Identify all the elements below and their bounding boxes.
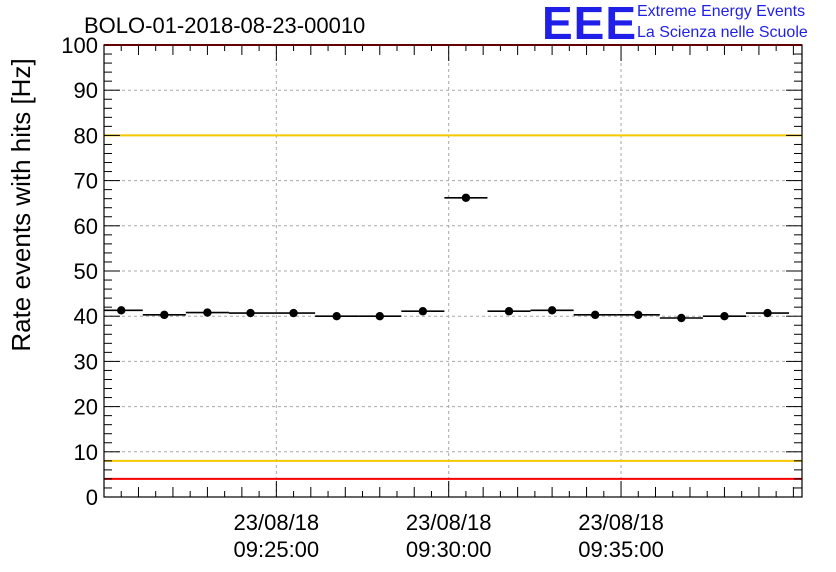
x-tick-date: 23/08/18 bbox=[234, 510, 320, 535]
run-title: BOLO-01-2018-08-23-00010 bbox=[84, 13, 365, 38]
data-point bbox=[117, 306, 126, 315]
x-tick-labels: 23/08/1809:25:0023/08/1809:30:0023/08/18… bbox=[234, 510, 664, 562]
y-tick-label: 50 bbox=[74, 259, 98, 284]
x-tick-date: 23/08/18 bbox=[406, 510, 492, 535]
y-tick-label: 60 bbox=[74, 214, 98, 239]
data-point bbox=[677, 313, 686, 323]
y-axis-title: Rate events with hits [Hz] bbox=[6, 58, 36, 351]
data-point bbox=[332, 312, 341, 321]
data-point bbox=[547, 306, 557, 315]
data-point bbox=[634, 310, 643, 320]
eee-logo: EEE bbox=[542, 0, 638, 49]
x-tick-time: 09:30:00 bbox=[406, 537, 492, 562]
x-tick-time: 09:25:00 bbox=[234, 537, 320, 562]
data-point bbox=[160, 310, 169, 320]
y-tick-label: 70 bbox=[74, 169, 98, 194]
x-tick-time: 09:35:00 bbox=[578, 537, 664, 562]
y-tick-label: 40 bbox=[74, 304, 98, 329]
axis-ticks bbox=[103, 44, 802, 498]
data-point bbox=[203, 308, 212, 317]
data-point bbox=[504, 307, 514, 316]
plot-frame bbox=[103, 44, 803, 498]
data-point bbox=[375, 312, 384, 321]
data-point bbox=[461, 193, 471, 202]
data-point bbox=[590, 310, 600, 320]
y-tick-labels: 0 10 20 30 40 50 60 70 80 90 100 bbox=[61, 33, 98, 510]
y-tick-label: 90 bbox=[74, 78, 98, 103]
data-point bbox=[720, 312, 729, 321]
x-tick-date: 23/08/18 bbox=[578, 510, 664, 535]
data-point bbox=[289, 308, 298, 318]
y-tick-label: 20 bbox=[74, 395, 98, 420]
data-point bbox=[763, 308, 772, 318]
logo-line-1: Extreme Energy Events bbox=[637, 3, 806, 20]
data-points bbox=[104, 193, 790, 323]
data-point bbox=[246, 308, 255, 318]
y-tick-label: 100 bbox=[61, 33, 98, 58]
logo-line-2: La Scienza nelle Scuole bbox=[637, 24, 808, 41]
data-point bbox=[418, 307, 428, 316]
y-tick-label: 0 bbox=[86, 485, 98, 510]
y-tick-label: 30 bbox=[74, 349, 98, 374]
y-tick-label: 10 bbox=[74, 440, 98, 465]
y-tick-label: 80 bbox=[74, 123, 98, 148]
